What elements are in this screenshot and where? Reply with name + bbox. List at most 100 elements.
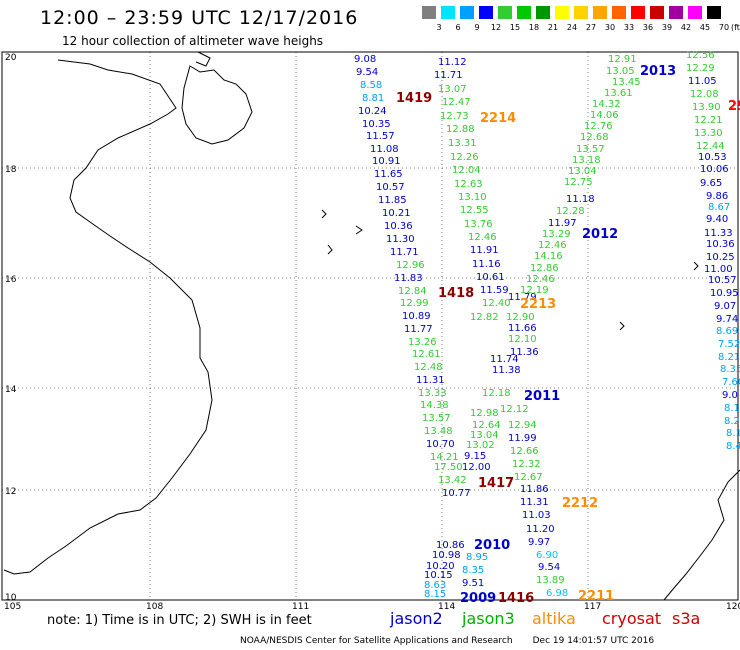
observation-value: 14.16 [534, 251, 563, 262]
observation-value: 9.86 [706, 191, 728, 202]
observation-value: 11.08 [370, 144, 399, 155]
observation-value: 12.44 [696, 141, 725, 152]
mission-name: jason3 [462, 609, 515, 628]
observation-value: 13.42 [438, 475, 467, 486]
legend-label: 6 [455, 23, 461, 32]
lat-label: 20 [5, 53, 17, 63]
observation-value: 9.97 [528, 537, 550, 548]
legend-swatch [479, 6, 493, 19]
legend-swatch [612, 6, 626, 19]
observation-value: 12.00 [462, 462, 491, 473]
observation-value: 13.29 [542, 229, 571, 240]
legend-swatch [688, 6, 702, 19]
observation-value: 12.75 [564, 177, 593, 188]
footer-note: note: 1) Time is in UTC; 2) SWH is in fe… [47, 613, 312, 628]
observation-value: 11.33 [704, 228, 733, 239]
observation-value: 12.48 [414, 362, 443, 373]
observation-value: 10.98 [432, 550, 461, 561]
observation-value: 9.54 [538, 562, 560, 573]
legend-unit: (ft) [730, 23, 740, 32]
observation-value: 10.61 [476, 272, 505, 283]
legend-label: 39 [661, 23, 673, 32]
coastline [3, 51, 740, 601]
observation-value: 8.2 [724, 416, 740, 427]
observation-value: 12.40 [482, 298, 511, 309]
track-id-label: 2010 [474, 538, 510, 553]
observation-value: 13.89 [536, 575, 565, 586]
observation-value: 11.36 [510, 347, 539, 358]
observation-value: 8.21 [718, 352, 740, 363]
observation-value: 12.61 [412, 349, 441, 360]
observation-value: 17.50 [434, 462, 463, 473]
observation-value: 8.1 [726, 428, 740, 439]
observation-value: 13.07 [438, 84, 467, 95]
observation-value: 12.82 [470, 312, 499, 323]
observation-value: 8.1 [724, 403, 740, 414]
legend-label: 36 [642, 23, 654, 32]
track-id-label: 2214 [480, 111, 516, 126]
observation-value: 12.94 [508, 420, 537, 431]
track-id-label: 2013 [640, 64, 676, 79]
lon-label: 120 [726, 602, 740, 610]
observation-value: 12.56 [686, 50, 715, 61]
observation-value: 9.74 [716, 314, 738, 325]
observation-value: 10.86 [436, 540, 465, 551]
track-id-label: 29 [728, 99, 740, 114]
legend-label: 3 [436, 23, 442, 32]
observation-value: 12.28 [556, 206, 585, 217]
legend-swatch [536, 6, 550, 19]
observation-value: 11.18 [566, 194, 595, 205]
observation-value: 10.77 [442, 488, 471, 499]
legend-label: 27 [585, 23, 597, 32]
observation-value: 11.59 [480, 285, 509, 296]
observation-value: 13.57 [422, 413, 451, 424]
observation-value: 11.16 [472, 259, 501, 270]
observation-value: 11.03 [522, 510, 551, 521]
legend-label: 12 [490, 23, 502, 32]
observation-value: 6.98 [546, 588, 568, 599]
lon-label: 111 [292, 602, 309, 610]
observation-value: 12.88 [446, 124, 475, 135]
observation-value: 12.96 [396, 260, 425, 271]
paracel-islet-1 [321, 209, 327, 219]
credit-timestamp: Dec 19 14:01:57 UTC 2016 [532, 636, 655, 646]
legend-label: 45 [699, 23, 711, 32]
observation-value: 10.91 [372, 156, 401, 167]
observation-value: 6.90 [536, 550, 558, 561]
observation-value: 8.95 [466, 552, 488, 563]
observation-value: 7.60 [722, 377, 740, 388]
observation-value: 12.47 [442, 97, 471, 108]
legend-swatch [422, 6, 436, 19]
lon-label: 105 [4, 602, 21, 610]
observation-value: 12.63 [454, 179, 483, 190]
observation-value: 8.63 [424, 580, 446, 591]
legend-swatch [631, 6, 645, 19]
observation-value: 12.10 [508, 334, 537, 345]
hainan-island [181, 65, 253, 145]
observation-value: 12.46 [538, 240, 567, 251]
legend-label: 24 [566, 23, 578, 32]
observation-value: 10.24 [358, 106, 387, 117]
track-id-label: 2212 [562, 496, 598, 511]
observation-value: 13.61 [604, 88, 633, 99]
observation-value: 12.26 [450, 152, 479, 163]
observation-value: 11.86 [520, 484, 549, 495]
altimeter-map: 105 108 111 114 117 120 20 18 16 14 12 10 9.08 9.54 8… [1, 50, 740, 610]
observation-value: 13.45 [612, 77, 641, 88]
observation-value: 8.35 [720, 364, 740, 375]
observation-value: 11.31 [520, 497, 549, 508]
legend-label: 9 [474, 23, 480, 32]
legend-label: 33 [623, 23, 635, 32]
observation-value: 12.46 [468, 232, 497, 243]
observation-value: 12.46 [526, 274, 555, 285]
track-id-label: 2213 [520, 297, 556, 312]
observation-value: 8.81 [362, 93, 384, 104]
observation-value: 12.99 [400, 298, 429, 309]
lat-label: 12 [5, 487, 16, 497]
track-label-layer: 1419 1418 1417 1416 2214 2213 2212 2211 2013 2012… [396, 64, 740, 606]
mission-name: jason2 [390, 609, 443, 628]
lat-label: 18 [5, 165, 17, 175]
observation-value: 12.64 [472, 420, 501, 431]
map-subtitle: 12 hour collection of altimeter wave hei… [62, 34, 324, 48]
observation-value: 12.32 [512, 459, 541, 470]
